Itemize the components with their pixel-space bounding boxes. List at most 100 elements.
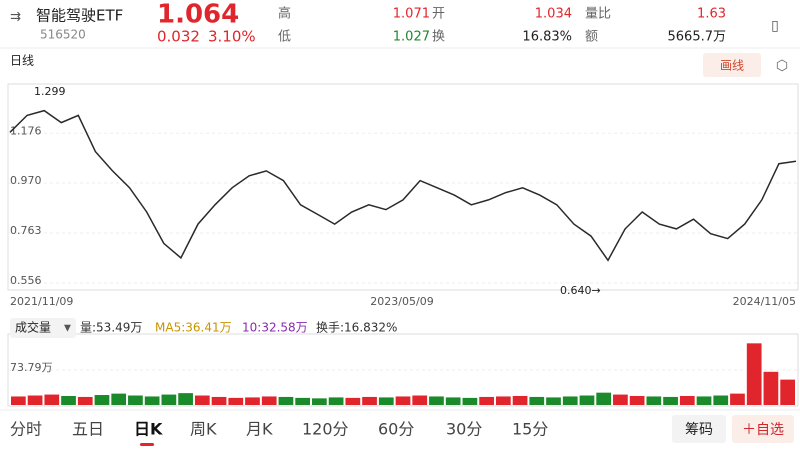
stat-label: 低	[278, 30, 291, 45]
volume-bar	[94, 395, 110, 405]
volume-bar	[228, 397, 244, 405]
volume-label: 成交量	[15, 320, 51, 335]
volume-bar	[429, 396, 444, 405]
chart-frame	[7, 83, 799, 291]
date-label: 2024/11/05	[733, 295, 796, 308]
period: 日线	[10, 54, 34, 68]
tab[interactable]: 15分	[512, 420, 548, 439]
tab[interactable]: 五日	[72, 420, 104, 439]
low-annotation: 0.640→	[560, 284, 601, 297]
volume-bar	[579, 395, 595, 405]
tab[interactable]: 分时	[10, 420, 42, 439]
tab[interactable]: 周K	[190, 420, 217, 439]
volume-bar	[663, 396, 678, 405]
watchlist-button-label[interactable]: ＋自选	[742, 422, 784, 438]
volume-bar	[345, 397, 361, 405]
volume-bar	[261, 396, 277, 405]
volume-bar	[746, 343, 762, 405]
date-label: 2021/11/09	[10, 295, 73, 308]
chips-button[interactable]	[672, 415, 726, 443]
volume-stat: 量:53.49万	[80, 321, 142, 335]
volume-bar	[295, 397, 311, 405]
menu-icon[interactable]: ⇉	[10, 10, 21, 25]
dropdown-icon[interactable]: ▼	[64, 324, 71, 334]
high-annotation: 1.299	[34, 85, 66, 98]
change-pct: 3.10%	[208, 28, 256, 46]
change: 0.032	[157, 28, 200, 46]
volume-bar	[178, 393, 193, 405]
stat-value: 16.83%	[522, 30, 572, 45]
volume-bar	[479, 396, 494, 405]
volume-stat: 10:32.58万	[242, 321, 308, 335]
tab[interactable]: 120分	[302, 420, 349, 439]
draw-button[interactable]	[703, 53, 761, 77]
volume-bar	[211, 396, 227, 405]
stat-label: 换	[432, 30, 445, 45]
volume-bar	[245, 397, 260, 405]
fund-code: 516520	[40, 28, 86, 42]
volume-bar	[412, 395, 428, 405]
volume-bar	[679, 395, 695, 405]
volume-bar	[629, 395, 645, 405]
volume-bar	[161, 394, 177, 405]
volume-bar	[278, 396, 294, 405]
volume-bar	[696, 396, 712, 405]
volume-bar	[362, 396, 377, 405]
stat-value: 1.034	[535, 7, 572, 22]
price: 1.064	[157, 0, 239, 30]
stat-label: 量比	[585, 7, 611, 22]
volume-select[interactable]	[10, 318, 76, 338]
volume-bar	[11, 396, 26, 405]
volume-bar	[27, 395, 43, 405]
tab[interactable]: 月K	[246, 420, 273, 439]
volume-bar	[462, 397, 478, 405]
volume-bar	[512, 395, 528, 405]
volume-stat: 换手:16.832%	[316, 321, 397, 335]
volume-bar	[328, 397, 344, 405]
stat-value: 1.63	[697, 7, 726, 22]
draw-button-label[interactable]: 画线	[720, 59, 744, 73]
settings-icon[interactable]: ⬡	[776, 58, 788, 74]
volume-bar	[529, 396, 545, 405]
price-line	[9, 109, 797, 262]
tab[interactable]: 60分	[378, 420, 414, 439]
y-tick-label: 1.176	[10, 124, 42, 137]
fund-name: 智能驾驶ETF	[36, 7, 123, 25]
volume-bar	[445, 397, 461, 405]
stat-label: 额	[585, 30, 598, 45]
volume-bar	[495, 396, 511, 405]
watchlist-button[interactable]	[732, 415, 794, 443]
chips-button-label[interactable]: 筹码	[685, 421, 713, 438]
volume-bar	[44, 394, 60, 405]
volume-bar	[646, 396, 662, 405]
stat-label: 高	[278, 6, 291, 22]
volume-bar	[378, 397, 394, 405]
volume-bar	[613, 394, 628, 405]
volume-bar	[111, 393, 127, 405]
tab[interactable]: 日K	[134, 420, 163, 439]
volume-bar	[395, 396, 411, 405]
volume-bar	[730, 393, 745, 405]
volume-bar	[194, 395, 210, 405]
volume-bar	[562, 396, 578, 405]
stat-value: 5665.7万	[668, 30, 727, 45]
volume-bar	[546, 397, 561, 405]
device-button[interactable]	[760, 10, 790, 40]
volume-bar	[596, 392, 612, 405]
volume-bar	[312, 398, 327, 405]
y-tick-label: 0.970	[10, 174, 42, 187]
stat-label: 开	[432, 7, 445, 22]
volume-stat: MA5:36.41万	[155, 321, 232, 335]
volume-bar	[713, 395, 729, 405]
volume-bar	[77, 396, 93, 405]
volume-bar	[144, 396, 160, 405]
volume-bar	[128, 395, 143, 405]
volume-bar	[61, 395, 76, 405]
y-tick-label: 0.763	[10, 224, 42, 237]
device-icon[interactable]: ▯	[771, 18, 779, 34]
stat-value: 1.027	[393, 30, 430, 45]
volume-bar	[780, 379, 795, 405]
tab[interactable]: 30分	[446, 420, 482, 439]
